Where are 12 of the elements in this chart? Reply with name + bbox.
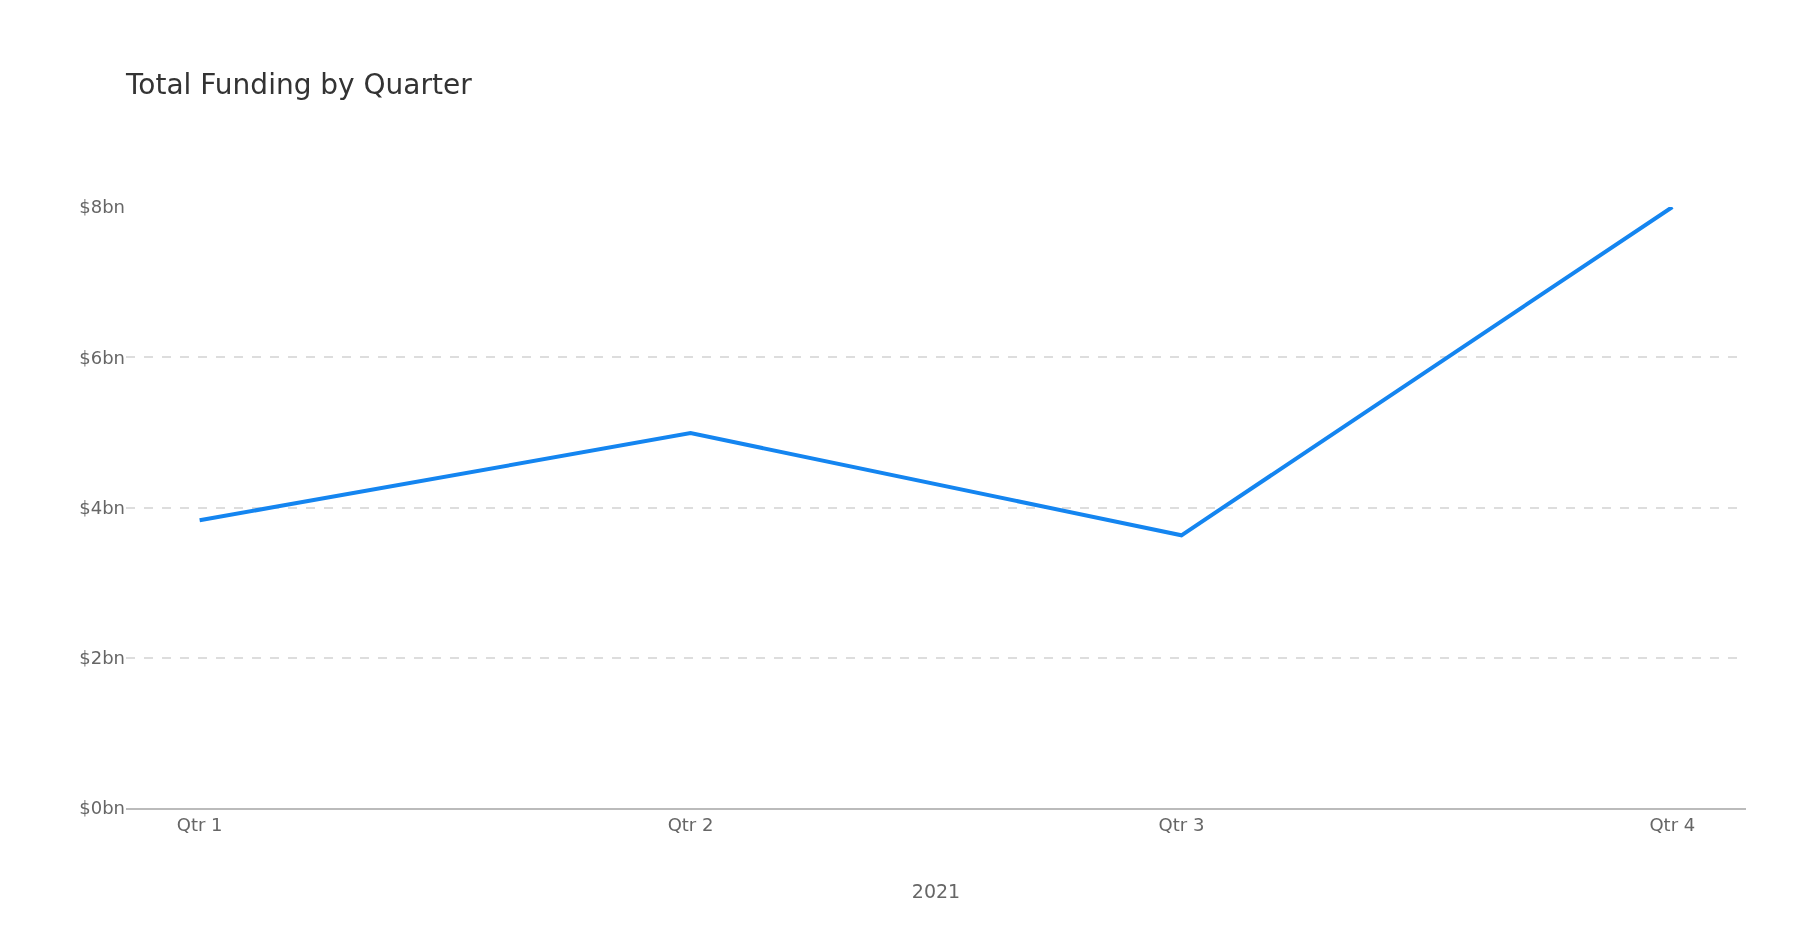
chart-title: Total Funding by Quarter bbox=[125, 67, 473, 101]
y-tick-label: $2bn bbox=[79, 647, 125, 669]
x-tick-label: Qtr 2 bbox=[667, 814, 714, 836]
y-tick-label: $0bn bbox=[79, 797, 125, 819]
x-tick-label: Qtr 3 bbox=[1158, 814, 1205, 836]
y-tick-label: $6bn bbox=[79, 346, 125, 368]
line-series bbox=[197, 207, 1675, 538]
x-tick-label: Qtr 4 bbox=[1649, 814, 1696, 836]
x-axis-title: 2021 bbox=[911, 879, 961, 902]
y-tick-label: $8bn bbox=[79, 196, 125, 218]
y-tick-label: $4bn bbox=[79, 496, 125, 518]
x-tick-label: Qtr 1 bbox=[176, 814, 223, 836]
